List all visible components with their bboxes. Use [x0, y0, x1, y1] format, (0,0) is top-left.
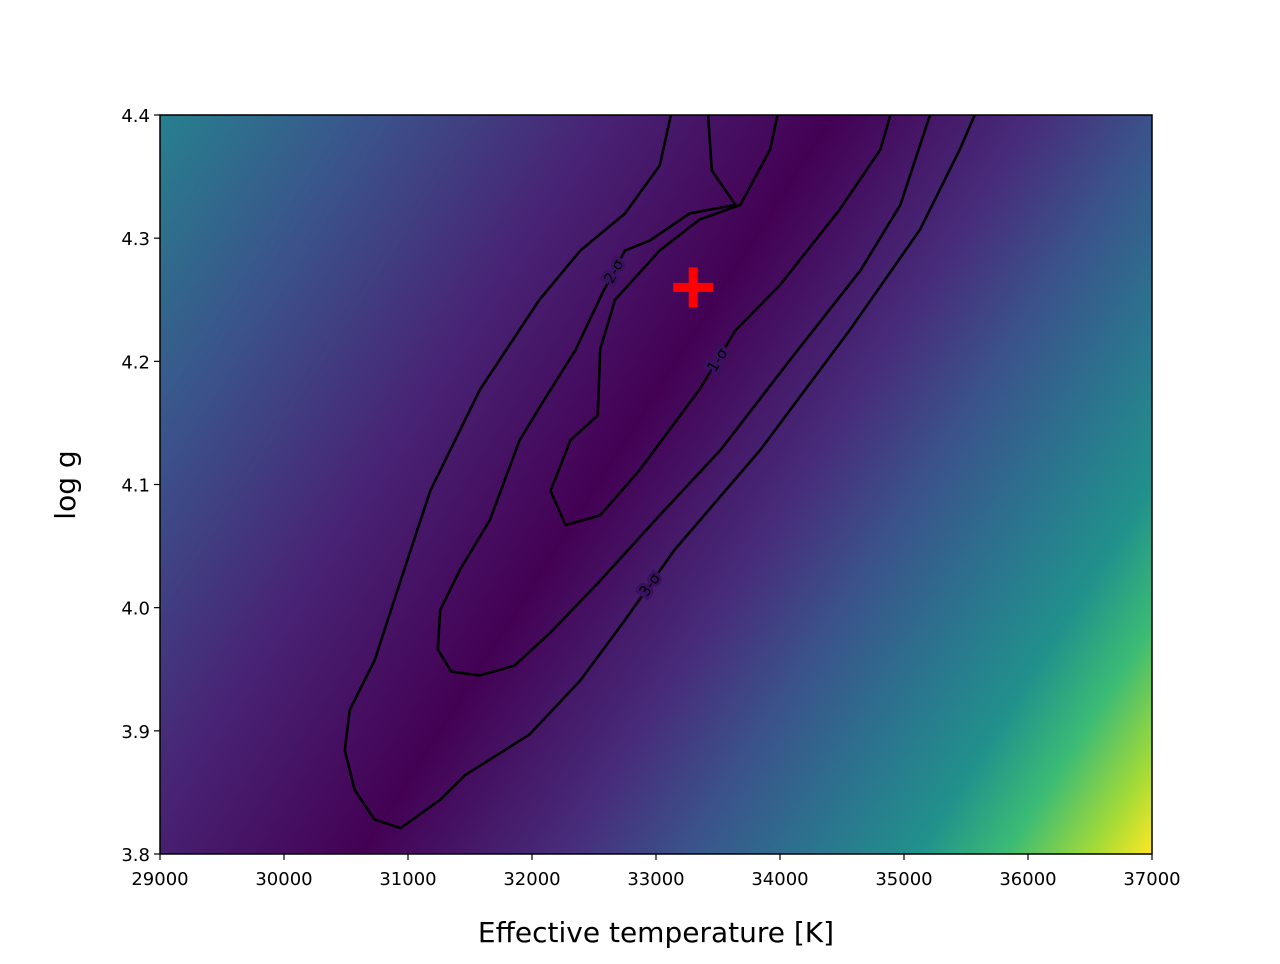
- x-tick-label: 31000: [379, 869, 436, 890]
- contour-line: [343, 114, 976, 830]
- x-tick-label: 37000: [1123, 869, 1180, 890]
- contour-line: [549, 114, 892, 527]
- y-tick-label: 4.4: [121, 106, 150, 127]
- x-axis-label: Effective temperature [K]: [478, 916, 834, 949]
- heatmap: [160, 115, 1152, 854]
- x-tick-label: 36000: [999, 869, 1056, 890]
- x-tick-label: 32000: [503, 869, 560, 890]
- x-tick-label: 33000: [627, 869, 684, 890]
- x-tick-label: 29000: [131, 869, 188, 890]
- x-tick-label: 30000: [255, 869, 312, 890]
- contour-line: [436, 114, 932, 677]
- y-tick-label: 3.9: [121, 722, 150, 743]
- x-tick-label: 35000: [875, 869, 932, 890]
- y-axis-label: log g: [49, 450, 82, 519]
- y-tick-label: 4.3: [121, 229, 150, 250]
- y-tick-label: 4.2: [121, 352, 150, 373]
- y-tick-label: 4.1: [121, 476, 150, 497]
- y-tick-label: 4.0: [121, 599, 150, 620]
- y-tick-label: 3.8: [121, 845, 150, 866]
- best-fit-marker: [673, 267, 714, 308]
- x-tick-label: 34000: [751, 869, 808, 890]
